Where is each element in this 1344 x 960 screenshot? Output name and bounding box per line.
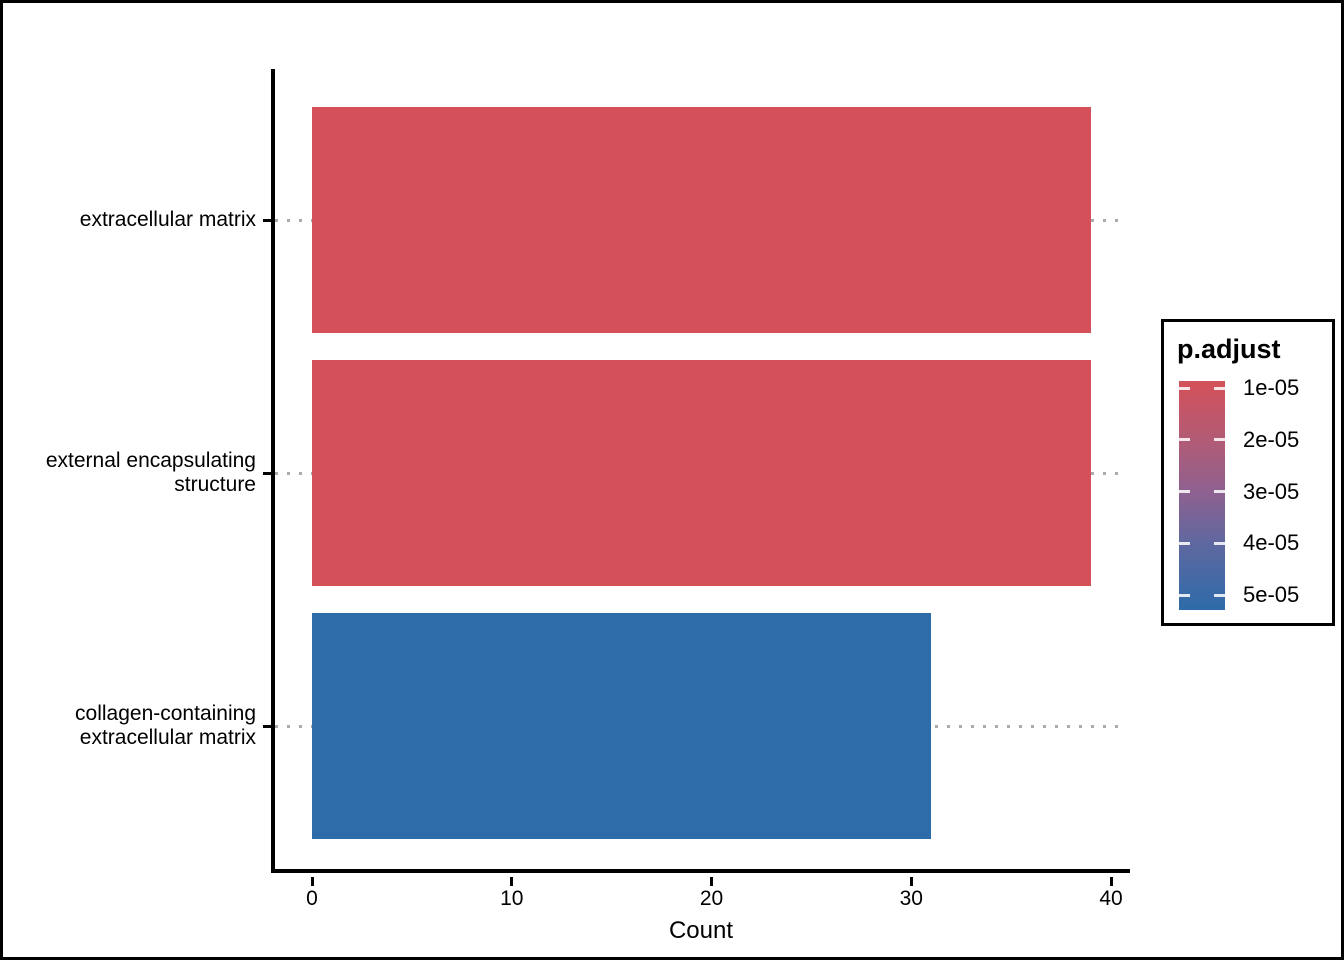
legend-label: 1e-05 bbox=[1243, 375, 1300, 400]
y-tick bbox=[263, 219, 271, 222]
legend-colorbar-tick bbox=[1179, 490, 1190, 493]
x-tick-label: 0 bbox=[306, 887, 318, 910]
x-tick-label: 10 bbox=[500, 887, 524, 910]
x-tick-label: 20 bbox=[699, 887, 724, 910]
category-label: external encapsulating structure bbox=[45, 449, 256, 496]
legend-colorbar bbox=[1179, 381, 1225, 610]
category-label: extracellular matrix bbox=[79, 208, 256, 231]
x-tick bbox=[909, 877, 913, 886]
x-tick bbox=[510, 877, 514, 886]
legend-colorbar-tick bbox=[1179, 438, 1190, 442]
bar bbox=[312, 360, 1091, 586]
legend-label: 4e-05 bbox=[1243, 530, 1300, 556]
x-axis-title: Count bbox=[668, 917, 734, 944]
y-tick bbox=[263, 725, 271, 728]
legend-colorbar-tick bbox=[1179, 541, 1190, 545]
legend-colorbar-tick bbox=[1214, 386, 1225, 390]
legend-colorbar-tick bbox=[1179, 386, 1190, 390]
legend-colorbar-tick bbox=[1214, 490, 1225, 493]
category-label: collagen-containing extracellular matrix bbox=[75, 702, 256, 749]
x-tick-label: 30 bbox=[899, 887, 923, 910]
legend-colorbar-tick bbox=[1214, 438, 1225, 442]
bar bbox=[312, 107, 1091, 333]
legend-label: 2e-05 bbox=[1243, 426, 1300, 452]
legend-title: p.adjust bbox=[1177, 334, 1281, 364]
legend-colorbar-tick bbox=[1214, 541, 1225, 545]
legend-label: 3e-05 bbox=[1243, 478, 1300, 504]
x-tick bbox=[710, 877, 713, 886]
y-tick bbox=[263, 472, 271, 475]
x-tick bbox=[310, 877, 314, 886]
x-tick-label: 40 bbox=[1099, 887, 1123, 910]
legend-label: 5e-05 bbox=[1243, 582, 1300, 607]
legend-colorbar-tick bbox=[1179, 593, 1190, 597]
legend-colorbar-tick bbox=[1214, 593, 1225, 597]
x-tick bbox=[1109, 877, 1113, 886]
bar bbox=[312, 613, 931, 839]
legend: p.adjust 1e-05 2e-05 3e-05 4e-05 5e-05 bbox=[1161, 319, 1335, 626]
